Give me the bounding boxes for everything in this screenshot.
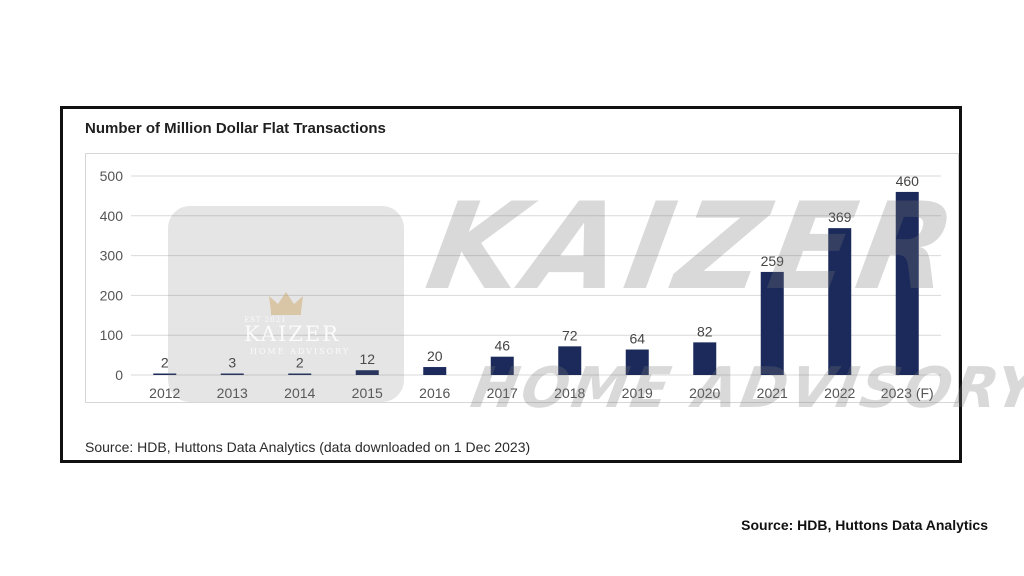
x-tick-label: 2017 (487, 385, 518, 401)
chart-title: Number of Million Dollar Flat Transactio… (85, 120, 386, 137)
bar (760, 271, 784, 375)
data-label: 72 (562, 327, 578, 343)
data-label: 82 (697, 323, 713, 339)
y-tick-label: 100 (100, 327, 124, 343)
data-label: 20 (427, 348, 443, 364)
bar (423, 367, 447, 375)
bar (625, 349, 649, 375)
data-label: 2 (161, 355, 169, 371)
bar (828, 228, 852, 375)
x-tick-label: 2013 (217, 385, 248, 401)
watermark-large-text: KAIZER (417, 178, 971, 317)
data-label: 64 (629, 331, 645, 347)
y-tick-label: 0 (115, 367, 123, 383)
data-label: 369 (828, 209, 852, 225)
x-tick-label: 2023 (F) (881, 385, 934, 401)
watermark-brand: KAIZER (244, 322, 341, 346)
watermark-logo-box (168, 206, 404, 402)
y-tick-label: 200 (100, 287, 124, 303)
data-label: 3 (228, 355, 236, 371)
x-tick-label: 2021 (757, 385, 788, 401)
bar (490, 356, 514, 375)
x-tick-label: 2014 (284, 385, 315, 401)
x-tick-label: 2016 (419, 385, 450, 401)
watermark-large-subtext: HOME ADVISORY (466, 356, 1024, 421)
chart-source-note: Source: HDB, Huttons Data Analytics (dat… (85, 439, 531, 455)
y-tick-label: 500 (100, 168, 124, 184)
plot-area (85, 153, 959, 403)
data-label: 259 (761, 253, 785, 269)
bar (220, 373, 244, 375)
data-label: 2 (296, 355, 304, 371)
bar (895, 191, 919, 375)
bar (288, 373, 312, 375)
crown-icon (269, 292, 303, 315)
x-tick-label: 2020 (689, 385, 720, 401)
watermark-est: EST 2021 (244, 316, 287, 324)
y-tick-label: 300 (100, 248, 124, 264)
bar (558, 346, 582, 375)
x-tick-label: 2018 (554, 385, 585, 401)
bar (153, 373, 177, 375)
x-tick-label: 2019 (622, 385, 653, 401)
y-tick-label: 400 (100, 208, 124, 224)
x-tick-label: 2022 (824, 385, 855, 401)
chart-frame: Number of Million Dollar Flat Transactio… (60, 106, 962, 463)
data-label: 460 (896, 173, 920, 189)
x-tick-label: 2012 (149, 385, 180, 401)
bar (355, 370, 379, 375)
bar (693, 342, 717, 375)
data-label: 12 (359, 351, 375, 367)
image-caption: Source: HDB, Huttons Data Analytics (741, 517, 988, 533)
watermark-subtitle: HOME ADVISORY (250, 347, 351, 356)
x-tick-label: 2015 (352, 385, 383, 401)
data-label: 46 (494, 338, 510, 354)
bar-chart: 0100200300400500220123201322014122015202… (100, 168, 941, 401)
